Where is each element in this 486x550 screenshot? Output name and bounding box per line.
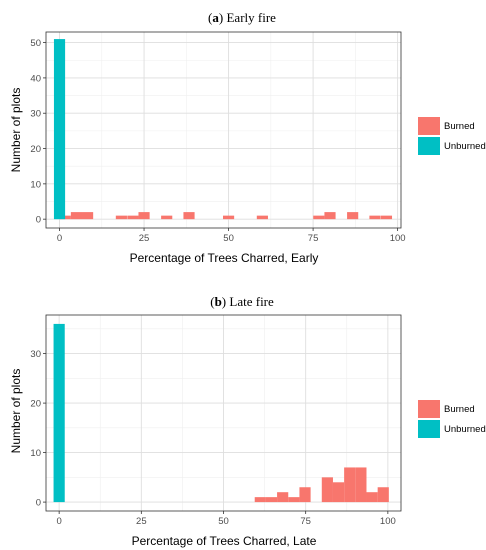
gridlines-late (46, 315, 401, 511)
y-axis-title-late: Number of plots (9, 369, 23, 454)
tick-label-y-0-late: 0 (36, 498, 41, 509)
chart-title-early: (a) Early fire (208, 10, 276, 25)
legend-label-unburned-early: Unburned (444, 141, 486, 152)
chart-title-letter-b: b (215, 294, 222, 309)
bars-late (53, 323, 389, 503)
bar-burned-early (222, 215, 235, 220)
tick-label-y-0-early: 0 (36, 215, 41, 226)
bar-burned-late (299, 487, 311, 503)
bar-burned-early (59, 215, 71, 220)
legend-key-burned-early (418, 117, 440, 135)
x-axis-title-late: Percentage of Trees Charred, Late (132, 534, 317, 548)
chart-early-fire: (a) Early fire 0 25 50 75 100 0 10 20 30 40 50 Per… (9, 10, 486, 265)
legend-key-unburned-early (418, 137, 440, 155)
tick-label-x-0-late: 0 (56, 516, 61, 527)
bar-burned-early (256, 215, 268, 220)
tick-label-y-10-late: 10 (30, 448, 41, 459)
tick-label-y-30-late: 30 (30, 349, 41, 360)
ticks-late: 0 25 50 75 100 0 10 20 30 (30, 349, 395, 527)
legend-label-burned-early: Burned (444, 121, 475, 132)
bar-burned-late (254, 497, 266, 503)
tick-label-y-50-early: 50 (30, 38, 41, 49)
legend-key-unburned-late (418, 420, 440, 438)
tick-label-x-100-late: 100 (380, 516, 396, 527)
tick-label-y-20-early: 20 (30, 144, 41, 155)
bar-unburned-early (53, 39, 66, 220)
bar-burned-late (377, 487, 389, 503)
chart-title-letter-a: a (212, 10, 219, 25)
bar-burned-early (138, 212, 150, 220)
bar-burned-early (70, 212, 83, 220)
legend-label-burned-late: Burned (444, 404, 475, 415)
bar-burned-late (265, 497, 278, 503)
tick-label-x-25-early: 25 (139, 233, 150, 244)
x-axis-title-early: Percentage of Trees Charred, Early (130, 251, 319, 265)
bars-early (53, 39, 393, 220)
bar-burned-early (127, 215, 139, 220)
chart-title-text-late: Late fire (229, 294, 274, 309)
tick-label-x-0-early: 0 (57, 233, 62, 244)
tick-label-x-50-early: 50 (223, 233, 234, 244)
bar-burned-late (344, 467, 356, 503)
bar-burned-late (288, 497, 300, 503)
bar-burned-late (277, 492, 289, 503)
legend-label-unburned-late: Unburned (444, 424, 486, 435)
bar-unburned-late (53, 323, 65, 503)
chart-late-fire: (b) Late fire 0 25 50 75 100 0 10 20 30 Percenta… (9, 294, 486, 548)
chart-title-text-early: Early fire (226, 10, 276, 25)
legend-early: Burned Unburned (418, 117, 486, 155)
plot-panel-early (46, 32, 401, 228)
chart-title-late: (b) Late fire (210, 294, 274, 309)
bar-burned-early (313, 215, 325, 220)
tick-label-x-100-early: 100 (390, 233, 406, 244)
legend-late: Burned Unburned (418, 400, 486, 438)
y-axis-title-early: Number of plots (9, 88, 23, 173)
bar-burned-late (355, 467, 367, 503)
tick-label-x-50-late: 50 (218, 516, 229, 527)
tick-label-y-20-late: 20 (30, 399, 41, 410)
bar-burned-early (380, 215, 393, 220)
legend-key-burned-late (418, 400, 440, 418)
ticks-early: 0 25 50 75 100 0 10 20 30 40 50 (30, 38, 405, 244)
tick-label-y-30-early: 30 (30, 109, 41, 120)
plot-border-early (45, 31, 402, 229)
tick-label-y-10-early: 10 (30, 179, 41, 190)
bar-burned-early (324, 212, 336, 220)
tick-label-x-75-early: 75 (308, 233, 319, 244)
bar-burned-late (321, 477, 333, 503)
tick-label-y-40-early: 40 (30, 73, 41, 84)
bar-burned-early (183, 212, 195, 220)
bar-burned-early (115, 215, 127, 220)
tick-label-x-25-late: 25 (136, 516, 147, 527)
bar-burned-early (82, 212, 94, 220)
bar-burned-late (366, 492, 378, 503)
bar-burned-early (369, 215, 381, 220)
bar-burned-late (332, 482, 345, 503)
bar-burned-early (161, 215, 173, 220)
tick-label-x-75-late: 75 (300, 516, 311, 527)
bar-burned-early (347, 212, 359, 220)
